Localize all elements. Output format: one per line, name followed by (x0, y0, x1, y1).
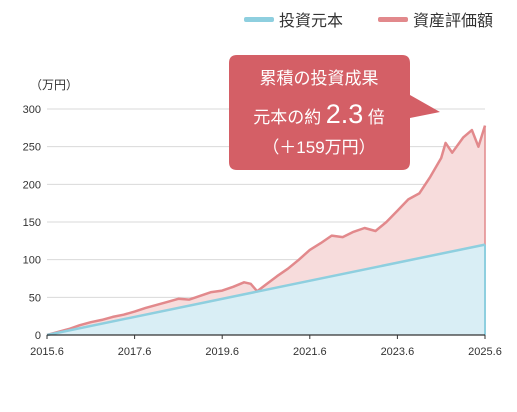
callout-line2: 元本の約 2.3 倍 (253, 99, 384, 129)
y-tick-label-300: 300 (23, 104, 41, 116)
callout-bubble (229, 55, 440, 170)
series-line-value (46, 125, 487, 337)
y-tick-label-50: 50 (29, 292, 41, 304)
callout-line2-suffix: 倍 (368, 108, 385, 127)
callout-line3: （＋159万円） (262, 138, 375, 157)
series-line-principal (46, 243, 486, 337)
x-tick-label-2: 2019.6 (205, 346, 239, 358)
y-tick-label-250: 250 (23, 142, 41, 154)
legend-swatch-value (378, 17, 408, 22)
y-tick-label-100: 100 (23, 255, 41, 267)
y-tick-label-0: 0 (35, 330, 41, 342)
legend-swatch-principal (244, 17, 274, 22)
callout: 累積の投資成果 元本の約 2.3 倍 （＋159万円） (229, 55, 440, 170)
x-tick-label-1: 2017.6 (118, 346, 152, 358)
x-tick-label-4: 2023.6 (381, 346, 415, 358)
x-tick-label-3: 2021.6 (293, 346, 327, 358)
x-tick-label-5: 2025.6 (468, 346, 502, 358)
unit-label: （万円） (30, 78, 78, 92)
y-tick-label-150: 150 (23, 217, 41, 229)
axes: 0 50 100 150 200 250 300 2015.6 2017.6 2019.6 2021… (23, 104, 502, 358)
legend-label-value: 資産評価額 (413, 12, 493, 30)
callout-multiplier: 2.3 (326, 99, 364, 129)
legend: 投資元本 資産評価額 (244, 12, 493, 30)
y-tick-label-200: 200 (23, 179, 41, 191)
x-tick-label-0: 2015.6 (30, 346, 64, 358)
callout-line2-prefix: 元本の約 (253, 108, 321, 127)
callout-line1: 累積の投資成果 (260, 69, 379, 88)
legend-label-principal: 投資元本 (279, 12, 343, 30)
plot-area (46, 125, 487, 337)
